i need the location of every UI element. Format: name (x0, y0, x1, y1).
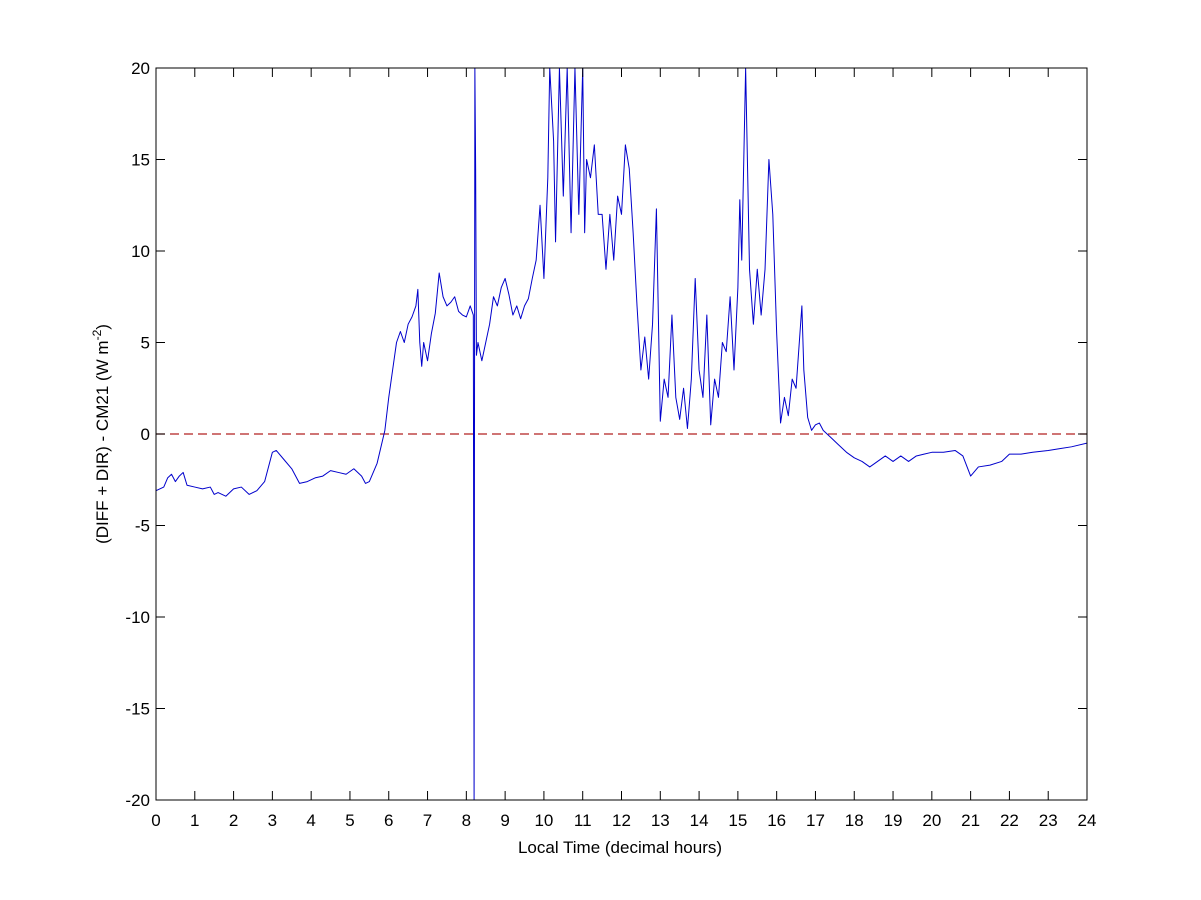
x-tick-label: 4 (306, 811, 315, 830)
y-tick-label: 5 (141, 334, 150, 353)
x-tick-label: 9 (500, 811, 509, 830)
y-tick-label: -10 (125, 608, 150, 627)
y-tick-label: 10 (131, 242, 150, 261)
x-tick-label: 7 (423, 811, 432, 830)
x-tick-label: 21 (961, 811, 980, 830)
x-tick-label: 15 (728, 811, 747, 830)
x-tick-label: 20 (922, 811, 941, 830)
y-axis-label-text: (DIFF + DIR) - CM21 (W m (93, 340, 112, 544)
x-tick-label: 8 (462, 811, 471, 830)
x-tick-label: 24 (1078, 811, 1097, 830)
y-axis-label: (DIFF + DIR) - CM21 (W m-2) (90, 324, 112, 544)
y-tick-label: -5 (135, 517, 150, 536)
y-tick-label: 15 (131, 151, 150, 170)
x-tick-label: 5 (345, 811, 354, 830)
x-tick-label: 23 (1039, 811, 1058, 830)
x-tick-label: 1 (190, 811, 199, 830)
x-tick-label: 16 (767, 811, 786, 830)
x-tick-label: 6 (384, 811, 393, 830)
y-tick-label: -15 (125, 700, 150, 719)
x-tick-label: 2 (229, 811, 238, 830)
data-line (156, 68, 1087, 800)
x-tick-label: 3 (268, 811, 277, 830)
x-tick-label: 22 (1000, 811, 1019, 830)
x-tick-label: 11 (574, 811, 592, 830)
x-tick-label: 19 (884, 811, 903, 830)
x-tick-label: 17 (806, 811, 825, 830)
x-tick-label: 0 (151, 811, 160, 830)
x-axis-label: Local Time (decimal hours) (518, 838, 722, 857)
y-tick-label: 20 (131, 59, 150, 78)
x-tick-label: 18 (845, 811, 864, 830)
y-tick-label: 0 (141, 425, 150, 444)
x-tick-label: 12 (612, 811, 631, 830)
y-axis-label-suffix: ) (93, 324, 112, 330)
plot-area (156, 68, 1087, 800)
x-tick-label: 13 (651, 811, 670, 830)
y-tick-label: -20 (125, 791, 150, 810)
x-tick-label: 14 (690, 811, 709, 830)
y-axis-label-superscript: -2 (90, 329, 104, 340)
x-tick-label: 10 (534, 811, 553, 830)
